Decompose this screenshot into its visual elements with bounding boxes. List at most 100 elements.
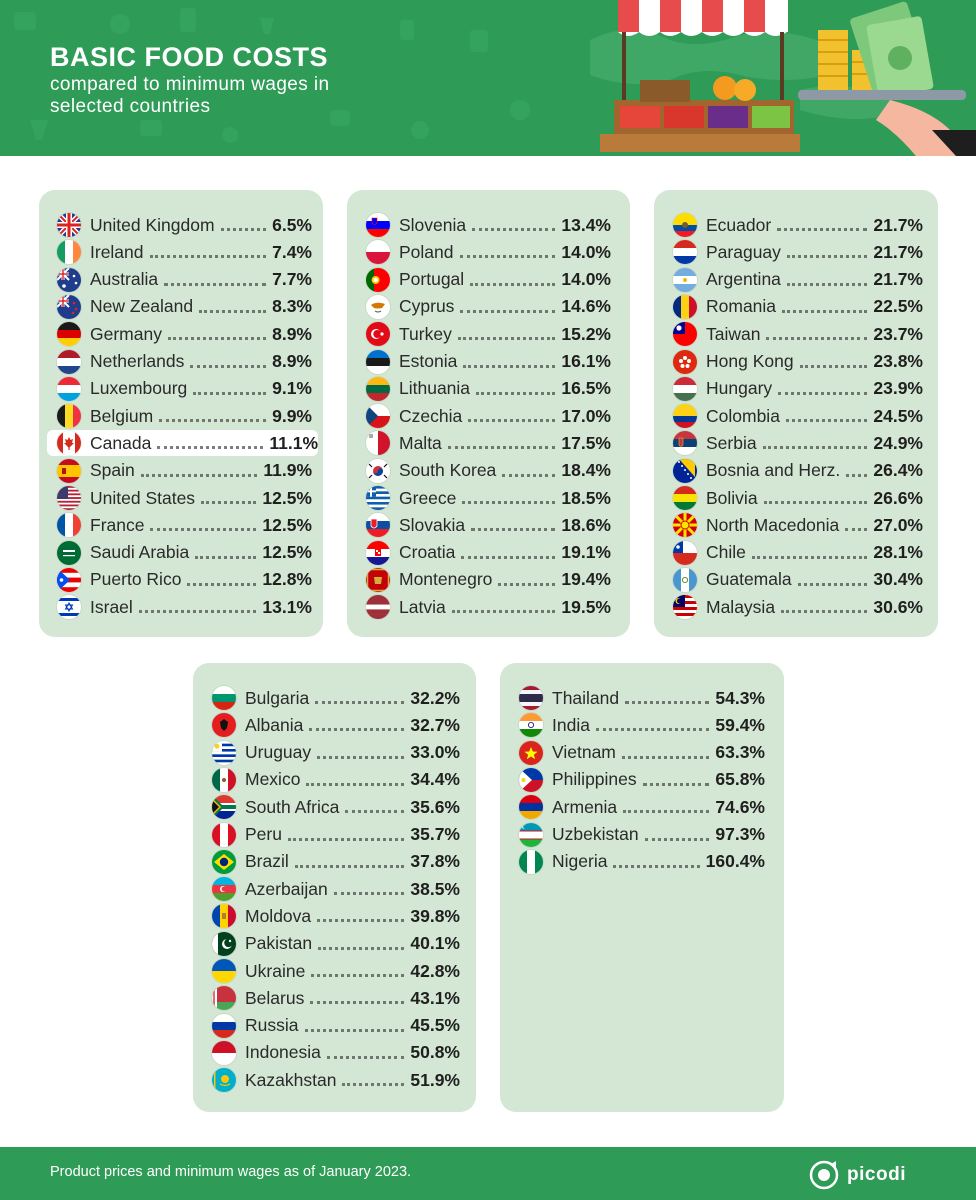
- flag-icon-hk: [673, 349, 697, 374]
- country-row: Hong Kong 23.8%: [673, 349, 923, 375]
- country-row: Turkey 15.2%: [366, 321, 611, 347]
- cost-percentage: 11.1%: [269, 432, 318, 453]
- awning-icon: [618, 0, 788, 36]
- cost-percentage: 24.9%: [873, 432, 923, 453]
- footnote: Product prices and minimum wages as of J…: [50, 1164, 412, 1180]
- flag-icon-cz: [366, 404, 390, 429]
- brand-name: picodi: [847, 1164, 906, 1185]
- country-row: Armenia 74.6%: [519, 794, 765, 820]
- flag-icon-us: [57, 486, 81, 510]
- dot-leader: [460, 309, 556, 313]
- flag-icon-de: [57, 322, 81, 347]
- country-row: Poland 14.0%: [366, 239, 611, 265]
- dot-leader: [782, 309, 868, 313]
- cost-percentage: 12.5%: [262, 487, 312, 508]
- country-row: Canada 11.1%: [47, 430, 318, 457]
- dot-leader: [797, 582, 868, 586]
- country-card-2: [347, 190, 630, 637]
- cost-percentage: 22.5%: [873, 296, 923, 317]
- cost-percentage: 23.7%: [873, 323, 923, 344]
- country-name: Latvia: [399, 596, 446, 617]
- country-name: Cyprus: [399, 296, 455, 317]
- country-row: Indonesia 50.8%: [212, 1040, 460, 1066]
- cost-percentage: 97.3%: [715, 824, 765, 844]
- cost-percentage: 27.0%: [873, 514, 923, 535]
- flag-icon-ng: [519, 849, 543, 874]
- flag-icon-il: [57, 595, 81, 620]
- country-row: Russia 45.5%: [212, 1013, 460, 1039]
- country-row: Belarus 43.1%: [212, 985, 460, 1011]
- dot-leader: [766, 336, 868, 341]
- flag-icon-co: [673, 404, 697, 429]
- country-row: Romania 22.5%: [673, 294, 923, 320]
- country-row: Taiwan 23.7%: [673, 321, 923, 347]
- country-name: Kazakhstan: [245, 1069, 337, 1090]
- dot-leader: [140, 473, 258, 477]
- cost-percentage: 18.5%: [561, 487, 611, 508]
- cost-percentage: 65.8%: [715, 769, 765, 790]
- cost-percentage: 45.5%: [410, 1015, 460, 1036]
- cost-percentage: 23.9%: [873, 378, 923, 399]
- dot-leader: [762, 445, 868, 450]
- country-row: Malaysia 30.6%: [673, 594, 923, 620]
- country-row: South Korea 18.4%: [366, 458, 611, 484]
- flag-icon-ca: [57, 431, 81, 456]
- country-row: Uruguay 33.0%: [212, 740, 460, 766]
- cost-percentage: 38.5%: [410, 878, 460, 899]
- dot-leader: [311, 973, 405, 977]
- country-name: Canada: [90, 432, 152, 453]
- cost-percentage: 37.8%: [410, 851, 460, 872]
- country-name: Spain: [90, 460, 135, 481]
- country-row: Bolivia 26.6%: [673, 485, 923, 511]
- cost-percentage: 74.6%: [715, 796, 765, 817]
- country-name: Croatia: [399, 542, 456, 563]
- country-row: France 12.5%: [57, 512, 312, 538]
- flag-icon-nz: [57, 294, 81, 319]
- picodi-logo-icon: [809, 1160, 839, 1190]
- country-name: Chile: [706, 542, 746, 563]
- country-name: United States: [90, 487, 196, 508]
- country-name: Poland: [399, 241, 454, 262]
- country-row: Puerto Rico 12.8%: [57, 567, 312, 593]
- country-name: Taiwan: [706, 323, 761, 344]
- flag-icon-me: [366, 567, 390, 592]
- dot-leader: [150, 527, 257, 532]
- dot-leader: [309, 727, 405, 732]
- country-name: South Korea: [399, 460, 497, 481]
- country-name: Lithuania: [399, 378, 471, 399]
- cost-percentage: 16.1%: [561, 351, 611, 371]
- country-row: Australia 7.7%: [57, 267, 312, 293]
- country-name: France: [90, 514, 145, 535]
- cost-percentage: 26.6%: [873, 487, 923, 508]
- cost-percentage: 63.3%: [715, 742, 765, 763]
- country-name: Armenia: [552, 796, 618, 817]
- country-row: Mexico 34.4%: [212, 767, 460, 793]
- country-name: Malaysia: [706, 596, 776, 617]
- cost-percentage: 42.8%: [410, 960, 460, 981]
- dot-leader: [786, 254, 868, 259]
- country-row: Belgium 9.9%: [57, 403, 312, 429]
- country-name: India: [552, 714, 590, 735]
- dot-leader: [642, 782, 710, 786]
- cost-percentage: 35.7%: [410, 824, 460, 844]
- cost-percentage: 24.5%: [873, 405, 923, 426]
- country-name: New Zealand: [90, 296, 194, 317]
- country-name: Puerto Rico: [90, 569, 182, 590]
- flag-icon-hu: [673, 376, 697, 401]
- dot-leader: [317, 755, 405, 759]
- cost-percentage: 54.3%: [715, 687, 765, 708]
- flag-icon-am: [519, 795, 543, 820]
- country-row: Paraguay 21.7%: [673, 239, 923, 265]
- flag-icon-lu: [57, 376, 81, 401]
- country-name: Pakistan: [245, 933, 313, 954]
- country-row: Nigeria 160.4%: [519, 849, 765, 875]
- flag-icon-in: [519, 713, 543, 738]
- cost-percentage: 35.6%: [410, 796, 460, 817]
- country-name: Albania: [245, 714, 304, 735]
- country-name: Ecuador: [706, 214, 772, 235]
- flag-icon-ee: [366, 349, 390, 374]
- country-row: Thailand 54.3%: [519, 685, 765, 711]
- flag-icon-uz: [519, 822, 543, 847]
- country-row: Croatia 19.1%: [366, 540, 611, 566]
- country-name: Russia: [245, 1015, 299, 1036]
